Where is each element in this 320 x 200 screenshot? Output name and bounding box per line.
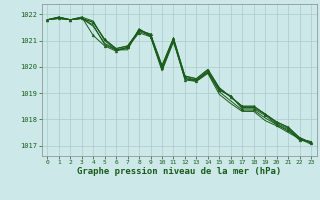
X-axis label: Graphe pression niveau de la mer (hPa): Graphe pression niveau de la mer (hPa) bbox=[77, 167, 281, 176]
